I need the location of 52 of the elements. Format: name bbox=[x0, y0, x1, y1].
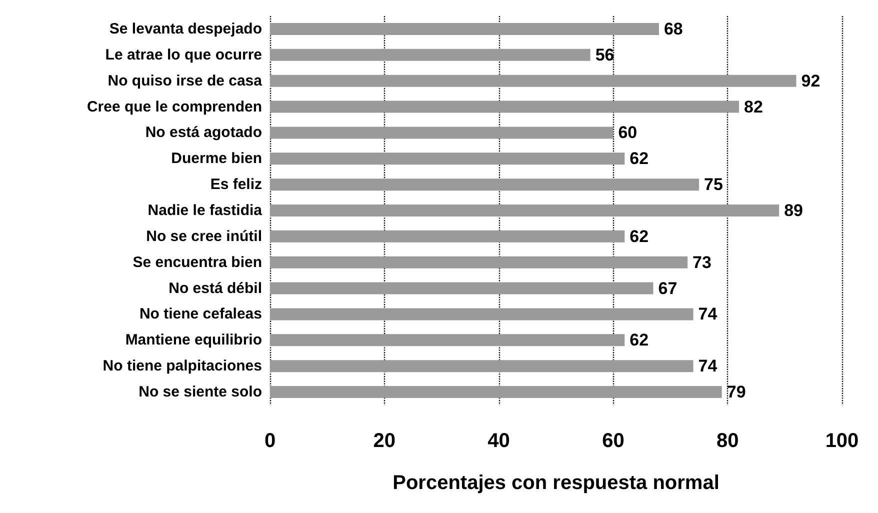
y-tick-label: No está débil bbox=[168, 280, 262, 297]
x-tick-label: 40 bbox=[488, 430, 510, 452]
bar bbox=[270, 334, 625, 346]
x-tick-label: 0 bbox=[264, 430, 276, 452]
y-tick-label: Le atrae lo que ocurre bbox=[105, 46, 262, 64]
y-tick-label: Se levanta despejado bbox=[109, 20, 262, 38]
data-label: 68 bbox=[664, 19, 683, 38]
y-tick-label: Cree que le comprenden bbox=[86, 98, 262, 116]
y-tick-label: No está agotado bbox=[145, 124, 262, 142]
data-label: 89 bbox=[784, 201, 803, 220]
bar bbox=[270, 126, 614, 139]
bar bbox=[270, 230, 625, 242]
x-tick-label: 20 bbox=[373, 430, 396, 452]
bar bbox=[270, 22, 659, 35]
bar bbox=[270, 204, 780, 216]
y-tick-label: Es feliz bbox=[210, 176, 262, 194]
bar bbox=[270, 48, 590, 61]
data-label: 74 bbox=[698, 304, 718, 324]
data-label: 62 bbox=[630, 226, 649, 246]
data-label: 74 bbox=[698, 356, 718, 376]
bar bbox=[270, 152, 625, 165]
y-tick-label: Nadie le fastidia bbox=[148, 202, 263, 219]
data-label: 73 bbox=[692, 252, 712, 272]
data-label: 62 bbox=[630, 330, 649, 350]
bar bbox=[270, 386, 722, 398]
bar bbox=[270, 178, 699, 191]
y-tick-label: Se encuentra bien bbox=[132, 254, 262, 271]
y-tick-label: Mantiene equilibrio bbox=[125, 332, 262, 349]
bar bbox=[270, 308, 694, 320]
data-label: 79 bbox=[726, 382, 746, 402]
y-tick-label: No tiene cefaleas bbox=[139, 306, 262, 323]
y-tick-label: No quiso irse de casa bbox=[108, 72, 263, 90]
data-label: 60 bbox=[618, 123, 638, 142]
y-tick-label: No se cree inútil bbox=[146, 228, 262, 245]
bar bbox=[270, 100, 740, 113]
y-tick-label: No tiene palpitaciones bbox=[102, 358, 262, 375]
x-tick-label: 100 bbox=[825, 430, 859, 452]
y-tick-label: Duerme bien bbox=[171, 150, 262, 168]
data-label: 67 bbox=[658, 278, 678, 298]
data-label: 62 bbox=[630, 149, 649, 168]
bar bbox=[270, 256, 688, 268]
bar bbox=[270, 74, 796, 87]
data-label: 82 bbox=[744, 97, 763, 116]
x-axis-title: Porcentajes con respuesta normal bbox=[392, 472, 720, 494]
y-tick-label: No se siente solo bbox=[138, 384, 262, 401]
bar bbox=[270, 360, 694, 372]
data-label: 75 bbox=[704, 175, 723, 194]
x-tick-label: 80 bbox=[716, 430, 739, 452]
bar bbox=[270, 282, 654, 294]
data-label: 92 bbox=[801, 71, 820, 90]
data-label: 56 bbox=[595, 45, 614, 64]
x-tick-label: 60 bbox=[602, 430, 624, 452]
